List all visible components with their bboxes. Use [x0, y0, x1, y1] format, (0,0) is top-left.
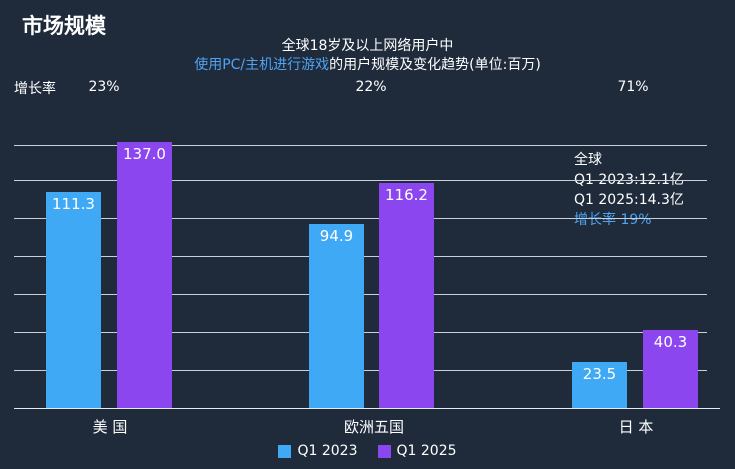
bar-value-label: 116.2 [385, 185, 428, 204]
legend-label-2025: Q1 2025 [396, 443, 457, 459]
chart-subtitle-line1: 全球18岁及以上网络用户中 [281, 38, 454, 54]
chart-legend: Q1 2023 Q1 2025 [0, 443, 735, 459]
summary-title: 全球 [574, 152, 602, 168]
chart-subtitle-line2: 使用PC/主机进行游戏的用户规模及变化趋势(单位:百万) [0, 54, 735, 74]
category-label: 欧洲五国 [343, 418, 404, 436]
bar-value-label: 111.3 [52, 195, 95, 214]
bar-2023-0 [46, 192, 101, 408]
bar-value-label: 23.5 [582, 365, 617, 384]
growth-rate-value: 71% [617, 79, 649, 95]
bar-2025-1 [379, 182, 434, 408]
subtitle-highlight: 使用PC/主机进行游戏 [194, 57, 330, 73]
subtitle-rest: 的用户规模及变化趋势(单位:百万) [329, 57, 541, 73]
summary-growth: 增长率 19% [574, 212, 652, 228]
growth-rate-value: 23% [88, 79, 120, 95]
x-axis-baseline [14, 408, 720, 409]
legend-label-2023: Q1 2023 [297, 443, 358, 459]
growth-rate-value: 22% [355, 79, 387, 95]
page-title: 市场规模 [22, 14, 106, 38]
bar-value-label: 137.0 [123, 145, 166, 164]
gridline [14, 218, 707, 219]
legend-item-2025: Q1 2025 [377, 443, 457, 459]
legend-swatch-2023 [278, 444, 292, 458]
category-label: 日 本 [618, 418, 654, 436]
gridline [14, 180, 707, 181]
bar-2025-0 [117, 142, 172, 408]
category-label: 美 国 [92, 418, 128, 436]
bar-2023-1 [309, 223, 364, 408]
legend-item-2023: Q1 2023 [278, 443, 358, 459]
bar-value-label: 94.9 [319, 226, 354, 245]
gridline [14, 145, 707, 146]
summary-q1-2025: Q1 2025:14.3亿 [574, 192, 684, 208]
legend-swatch-2025 [377, 444, 391, 458]
bar-value-label: 40.3 [653, 332, 688, 351]
bar-2025-2 [643, 329, 698, 408]
bar-2023-2 [572, 362, 627, 408]
growth-rate-label: 增长率 [14, 81, 56, 97]
global-summary: 全球 Q1 2023:12.1亿 Q1 2025:14.3亿 增长率 19% [574, 150, 684, 230]
